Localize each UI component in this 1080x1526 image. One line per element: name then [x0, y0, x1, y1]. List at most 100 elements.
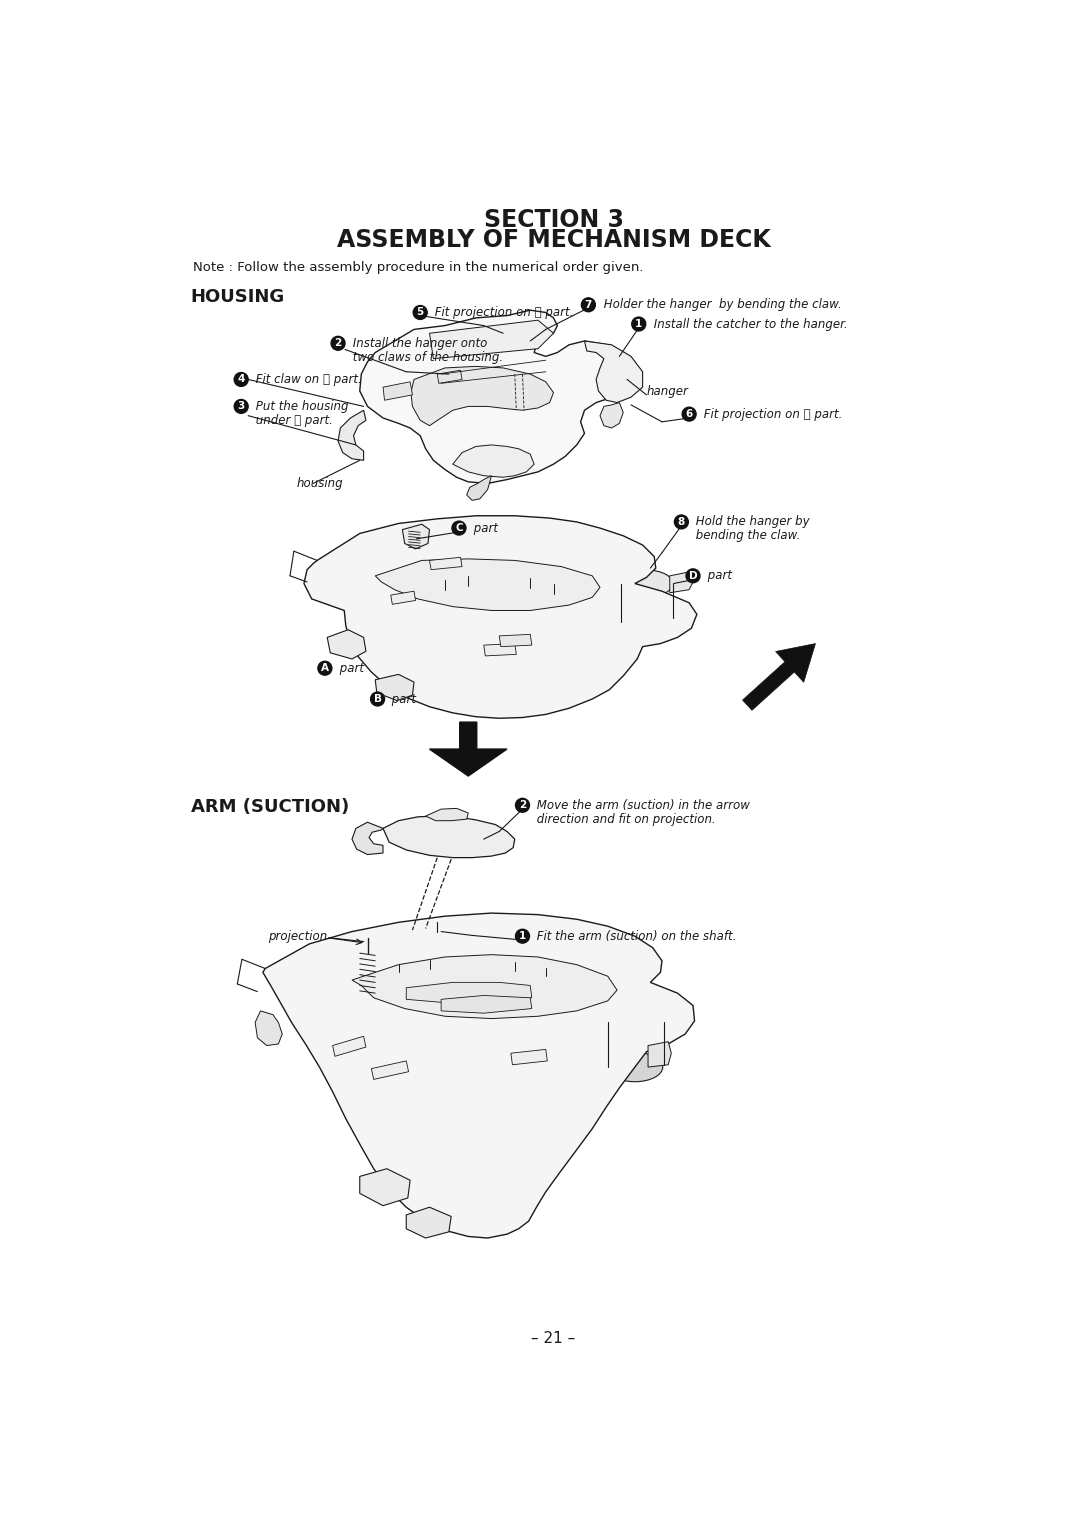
- Polygon shape: [375, 559, 600, 610]
- Text: 1: 1: [518, 931, 526, 942]
- Ellipse shape: [620, 571, 673, 597]
- Polygon shape: [430, 320, 554, 359]
- Circle shape: [414, 305, 428, 319]
- Text: Fit projection on Ⓓ part.: Fit projection on Ⓓ part.: [700, 407, 842, 421]
- Circle shape: [683, 407, 697, 421]
- Polygon shape: [255, 1010, 282, 1045]
- Text: 4: 4: [238, 374, 245, 385]
- Text: 3: 3: [238, 401, 245, 412]
- Text: two claws of the housing.: two claws of the housing.: [349, 351, 503, 363]
- Ellipse shape: [393, 958, 404, 964]
- Circle shape: [451, 522, 465, 536]
- Text: 7: 7: [584, 299, 592, 310]
- Ellipse shape: [607, 1007, 663, 1038]
- Text: 2: 2: [335, 339, 341, 348]
- Polygon shape: [743, 644, 815, 710]
- Polygon shape: [391, 591, 416, 604]
- Ellipse shape: [548, 589, 559, 597]
- Polygon shape: [670, 572, 693, 592]
- Circle shape: [515, 798, 529, 812]
- Text: 6: 6: [686, 409, 692, 420]
- Circle shape: [234, 372, 248, 386]
- Text: A: A: [321, 664, 329, 673]
- Circle shape: [674, 514, 688, 530]
- Text: C: C: [455, 523, 462, 533]
- Text: under Ⓐ part.: under Ⓐ part.: [252, 414, 333, 427]
- Ellipse shape: [620, 607, 673, 633]
- Ellipse shape: [462, 568, 474, 575]
- Ellipse shape: [460, 832, 485, 841]
- Polygon shape: [327, 630, 366, 659]
- Polygon shape: [403, 525, 430, 549]
- Polygon shape: [262, 913, 694, 1238]
- Polygon shape: [406, 1207, 451, 1238]
- Text: 8: 8: [678, 517, 685, 526]
- Ellipse shape: [401, 1039, 521, 1106]
- Text: ASSEMBLY OF MECHANISM DECK: ASSEMBLY OF MECHANISM DECK: [337, 227, 770, 252]
- Polygon shape: [600, 403, 623, 427]
- Text: part: part: [470, 522, 498, 534]
- Text: Fit projection on Ⓒ part.: Fit projection on Ⓒ part.: [431, 307, 573, 319]
- Text: hanger: hanger: [647, 385, 688, 397]
- Ellipse shape: [441, 581, 542, 639]
- Text: bending the claw.: bending the claw.: [692, 530, 800, 542]
- Polygon shape: [467, 476, 491, 501]
- Polygon shape: [511, 1050, 548, 1065]
- Ellipse shape: [540, 974, 551, 980]
- Polygon shape: [441, 995, 531, 1013]
- Ellipse shape: [455, 829, 489, 842]
- Text: SECTION 3: SECTION 3: [484, 208, 623, 232]
- Polygon shape: [499, 635, 531, 647]
- Polygon shape: [430, 722, 507, 777]
- Ellipse shape: [470, 391, 505, 415]
- Ellipse shape: [424, 966, 435, 972]
- Text: part: part: [336, 662, 364, 674]
- Circle shape: [234, 400, 248, 414]
- Circle shape: [370, 693, 384, 707]
- Text: D: D: [689, 571, 698, 581]
- Ellipse shape: [433, 931, 441, 935]
- Text: Install the catcher to the hanger.: Install the catcher to the hanger.: [649, 317, 847, 331]
- Circle shape: [515, 929, 529, 943]
- Polygon shape: [426, 809, 469, 821]
- Text: 2: 2: [518, 800, 526, 810]
- Polygon shape: [303, 516, 697, 719]
- Text: 1: 1: [635, 319, 643, 330]
- Text: part: part: [389, 693, 417, 705]
- Polygon shape: [375, 674, 414, 700]
- Polygon shape: [437, 371, 462, 383]
- Polygon shape: [383, 816, 515, 858]
- Polygon shape: [352, 955, 617, 1018]
- Polygon shape: [383, 382, 413, 400]
- Ellipse shape: [462, 581, 474, 589]
- Ellipse shape: [510, 957, 521, 963]
- Text: Note : Follow the assembly procedure in the numerical order given.: Note : Follow the assembly procedure in …: [193, 261, 644, 275]
- Text: Put the housing: Put the housing: [252, 400, 349, 414]
- Text: Fit claw on Ⓑ part.: Fit claw on Ⓑ part.: [252, 372, 362, 386]
- Ellipse shape: [438, 572, 451, 580]
- Ellipse shape: [540, 961, 551, 967]
- Text: Hold the hanger by: Hold the hanger by: [692, 516, 810, 528]
- Text: B: B: [374, 694, 381, 703]
- Polygon shape: [453, 446, 535, 478]
- Polygon shape: [430, 557, 462, 569]
- Ellipse shape: [524, 571, 537, 578]
- Circle shape: [632, 317, 646, 331]
- Ellipse shape: [510, 967, 521, 974]
- Polygon shape: [338, 410, 366, 461]
- Ellipse shape: [548, 575, 559, 583]
- Text: housing: housing: [296, 478, 342, 490]
- Text: Holder the hanger  by bending the claw.: Holder the hanger by bending the claw.: [600, 298, 841, 311]
- Circle shape: [318, 661, 332, 674]
- Text: projection: projection: [268, 929, 327, 943]
- Text: Fit the arm (suction) on the shaft.: Fit the arm (suction) on the shaft.: [534, 929, 737, 943]
- Polygon shape: [352, 823, 383, 855]
- Ellipse shape: [438, 586, 451, 594]
- Polygon shape: [333, 1036, 366, 1056]
- Polygon shape: [360, 310, 627, 484]
- Polygon shape: [584, 340, 643, 403]
- Text: direction and fit on projection.: direction and fit on projection.: [534, 813, 716, 826]
- Ellipse shape: [607, 1053, 663, 1082]
- Circle shape: [332, 336, 345, 349]
- Polygon shape: [372, 1061, 408, 1079]
